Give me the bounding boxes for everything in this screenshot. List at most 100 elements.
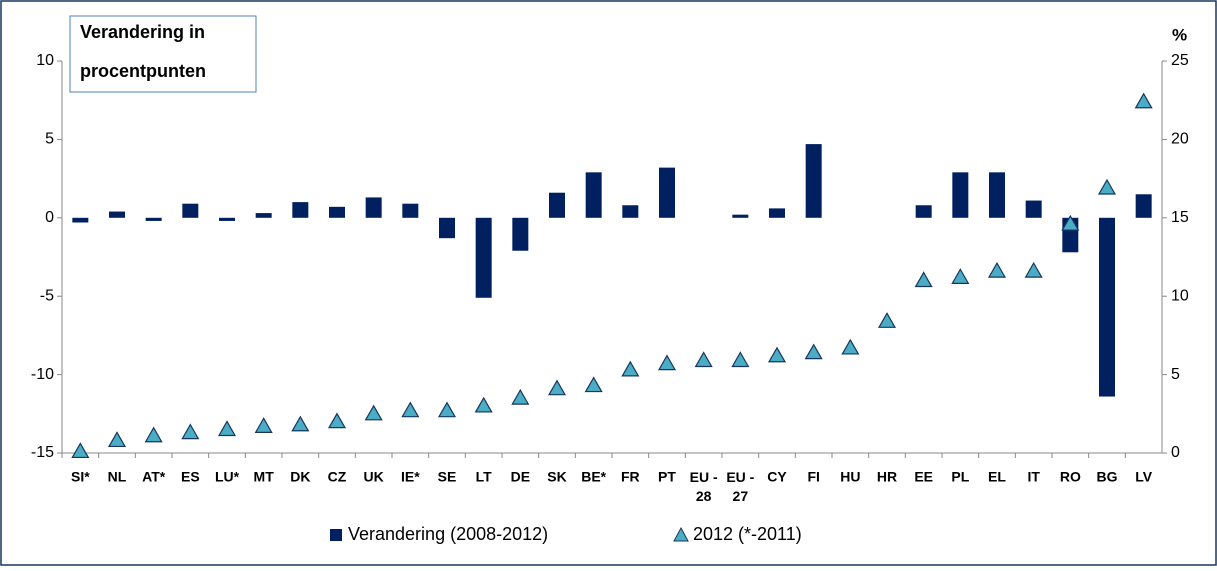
bar [72, 217, 89, 223]
y-tick-label: 0 [45, 209, 54, 226]
triangle-marker [327, 412, 347, 429]
bar [1025, 200, 1042, 218]
bar [915, 205, 932, 218]
triangle-marker [1097, 178, 1117, 195]
x-tick-label: EL [988, 469, 1006, 485]
x-tick-label: DK [290, 469, 310, 485]
x-tick-label: HR [877, 469, 897, 485]
bar [329, 206, 345, 218]
triangle-marker [1134, 92, 1153, 109]
bar [402, 203, 419, 218]
triangle-marker [951, 268, 970, 284]
triangle-marker [1061, 214, 1080, 231]
x-tick-label: AT* [142, 469, 166, 485]
triangle-marker [511, 388, 530, 405]
x-tick-label: IT [1027, 469, 1040, 485]
legend-label: 2012 (*-2011) [693, 524, 802, 544]
y-tick-label: -10 [31, 366, 54, 383]
triangle-marker [437, 401, 457, 418]
bar [109, 211, 125, 218]
legend-swatch [330, 529, 342, 541]
bar [659, 167, 675, 218]
bar [145, 217, 162, 221]
bar [475, 217, 492, 298]
y2-tick-label: 15 [1171, 209, 1189, 226]
bar [805, 144, 822, 218]
x-tick-label: EE [914, 469, 933, 485]
legend-label: Verandering (2008-2012) [348, 524, 548, 544]
triangle-marker [621, 360, 640, 377]
x-tick-label: DE [511, 469, 530, 485]
triangle-marker [877, 312, 897, 328]
bar [622, 205, 639, 218]
annotation: Verandering in [80, 22, 205, 42]
triangle-marker [694, 351, 713, 368]
legend-swatch [673, 526, 689, 542]
x-tick-label: LT [476, 469, 493, 485]
y2-tick-label: 0 [1171, 444, 1180, 461]
triangle-marker [804, 343, 823, 360]
x-tick-label: CZ [328, 469, 347, 485]
bar [769, 208, 785, 218]
y2-axis-label: % [1172, 25, 1187, 44]
bar [1099, 217, 1115, 397]
triangle-marker [474, 396, 493, 413]
bar [549, 192, 565, 218]
x-tick-label: CY [767, 469, 787, 485]
x-tick-label: FI [807, 469, 819, 485]
triangle-marker [217, 420, 237, 437]
x-tick-label: EU -28 [690, 469, 718, 504]
triangle-marker [547, 379, 567, 396]
x-tick-label: LV [1135, 469, 1153, 485]
x-tick-label: SE [438, 469, 457, 485]
y2-tick-label: 25 [1171, 52, 1189, 69]
x-tick-label: SK [547, 469, 566, 485]
y2-tick-label: 20 [1171, 131, 1189, 148]
bar [512, 217, 529, 251]
triangle-marker [657, 354, 677, 371]
x-tick-label: UK [364, 469, 384, 485]
bar [182, 203, 199, 218]
triangle-marker [107, 431, 127, 448]
x-tick-label: HU [840, 469, 860, 485]
y2-tick-label: 5 [1171, 366, 1180, 383]
x-tick-label: EU -27 [726, 469, 754, 504]
bar [439, 217, 455, 239]
x-tick-label: LU* [215, 469, 240, 485]
triangle-marker [841, 338, 860, 355]
annotation-box [69, 15, 257, 93]
triangle-marker [987, 261, 1007, 278]
x-tick-label: BE* [581, 469, 606, 485]
x-tick-label: PT [658, 469, 676, 485]
y2-tick-label: 10 [1171, 287, 1189, 304]
bar [952, 172, 969, 218]
triangle-marker [364, 404, 383, 421]
x-tick-label: FR [621, 469, 640, 485]
bar [989, 172, 1005, 218]
triangle-marker [291, 415, 310, 432]
triangle-marker [401, 401, 420, 418]
bar [365, 197, 382, 218]
y-tick-label: 10 [36, 52, 54, 69]
x-tick-label: RO [1060, 469, 1081, 485]
bar [585, 172, 602, 218]
triangle-marker [731, 351, 750, 368]
triangle-marker [1024, 261, 1043, 278]
bar [732, 214, 749, 218]
bar [219, 217, 235, 221]
bar [255, 213, 272, 218]
triangle-marker [254, 417, 273, 433]
x-tick-label: SI* [71, 469, 90, 485]
bar [292, 202, 309, 218]
triangle-marker [584, 376, 603, 393]
triangle-marker [71, 442, 90, 459]
x-tick-label: PL [951, 469, 969, 485]
y-tick-label: -15 [31, 444, 54, 461]
x-tick-label: NL [108, 469, 127, 485]
triangle-marker [767, 346, 787, 363]
bar [1135, 194, 1152, 218]
triangle-marker [144, 426, 163, 443]
y-tick-label: -5 [40, 287, 54, 304]
x-tick-label: IE* [401, 469, 420, 485]
